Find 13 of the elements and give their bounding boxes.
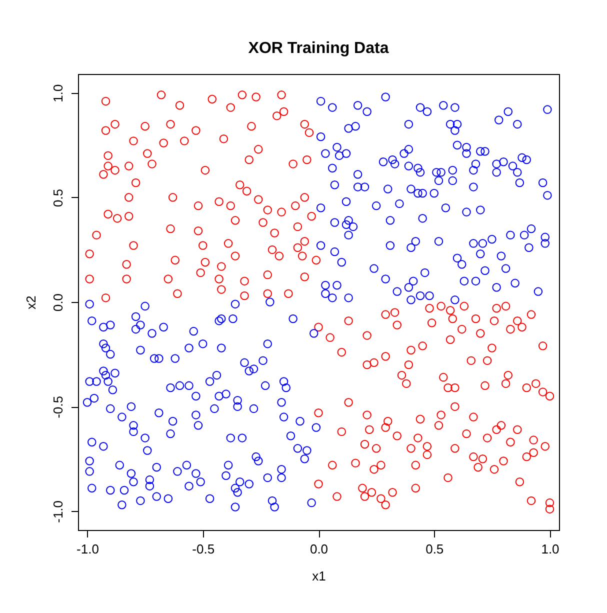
x-axis-title: x1 xyxy=(312,568,326,584)
y-tick-label: 0.0 xyxy=(50,293,66,312)
chart-title: XOR Training Data xyxy=(248,40,389,57)
x-tick-label: 0.0 xyxy=(310,542,328,556)
y-axis-title: x2 xyxy=(24,296,38,310)
x-tick-label: 1.0 xyxy=(541,542,560,556)
y-tick-label: 0.5 xyxy=(50,188,66,207)
x-tick-label: 0.5 xyxy=(426,542,444,556)
x-tick-label: -1.0 xyxy=(76,542,99,556)
x-tick-label: -0.5 xyxy=(192,542,215,556)
y-tick-label: 1.0 xyxy=(50,84,66,102)
y-tick-label: -0.5 xyxy=(50,396,66,418)
y-tick-label: -1.0 xyxy=(50,500,66,523)
